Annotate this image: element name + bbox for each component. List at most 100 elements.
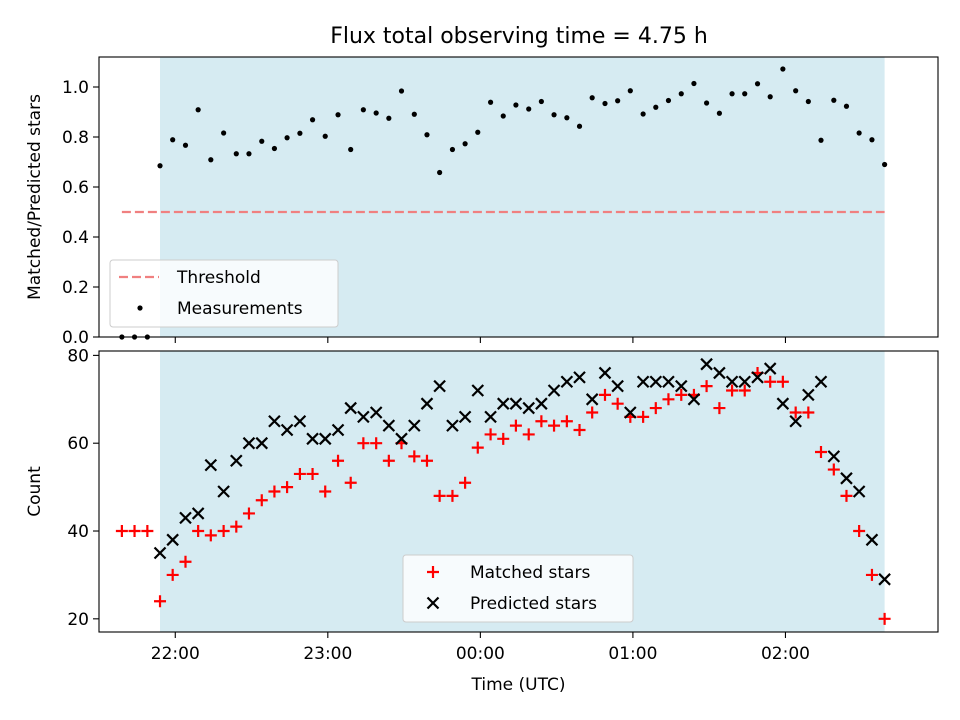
data-point — [852, 485, 866, 498]
data-point — [420, 397, 434, 410]
data-point — [649, 402, 662, 415]
y-tick-label: 0.2 — [62, 278, 89, 298]
data-point — [675, 388, 688, 401]
data-point — [551, 112, 557, 118]
data-point — [535, 397, 548, 410]
data-point — [763, 362, 777, 375]
data-point — [446, 489, 459, 502]
x-tick-label: 22:00 — [151, 644, 200, 664]
data-point — [357, 410, 370, 424]
data-point — [780, 66, 786, 72]
y-tick-label: 60 — [67, 434, 89, 454]
x-tick-label: 02:00 — [761, 644, 810, 664]
data-point — [458, 410, 472, 424]
data-point — [573, 371, 586, 384]
axes-frame — [98, 350, 939, 633]
data-point — [805, 98, 811, 105]
data-point — [471, 441, 484, 454]
data-point — [360, 107, 366, 113]
data-point — [382, 454, 395, 467]
data-point — [538, 98, 544, 105]
y-tick-label: 0.4 — [62, 228, 89, 248]
data-point — [462, 141, 468, 147]
data-point — [424, 132, 430, 138]
data-point — [382, 419, 396, 432]
data-point — [598, 366, 612, 380]
x-tick-label: 23:00 — [303, 644, 352, 664]
data-point — [446, 419, 459, 432]
data-point — [678, 91, 684, 97]
data-point — [827, 450, 841, 463]
y-tick-label: 80 — [67, 346, 89, 366]
data-point — [344, 401, 357, 415]
data-point — [208, 157, 214, 163]
data-point — [615, 98, 621, 104]
data-point — [221, 130, 227, 136]
data-point — [271, 145, 278, 152]
y-tick-label: 20 — [67, 610, 89, 630]
data-point — [484, 428, 497, 441]
data-point — [255, 494, 268, 507]
data-point — [713, 366, 726, 380]
x-tick-label: 00:00 — [456, 644, 505, 664]
data-point — [585, 393, 599, 406]
data-point — [713, 402, 726, 415]
data-point — [204, 458, 218, 472]
data-point — [449, 146, 456, 153]
legend-predicted-swatch — [426, 596, 440, 610]
data-point — [331, 423, 345, 437]
data-point — [814, 445, 827, 458]
data-point — [665, 97, 672, 104]
data-point — [789, 406, 802, 419]
data-point — [204, 529, 217, 542]
data-point — [306, 432, 319, 446]
data-point — [843, 103, 850, 109]
data-point — [433, 489, 446, 502]
data-point — [179, 511, 192, 525]
data-point — [576, 123, 583, 129]
data-point — [293, 467, 306, 480]
data-point — [280, 423, 294, 437]
data-point — [233, 151, 239, 157]
data-point — [370, 437, 383, 450]
data-point — [115, 525, 128, 538]
data-point — [653, 104, 659, 110]
data-point — [293, 414, 307, 428]
legend: Matched stars Predicted stars — [402, 554, 634, 623]
data-point — [611, 379, 624, 393]
data-point — [217, 485, 230, 498]
data-point — [662, 375, 675, 389]
data-point — [192, 525, 205, 538]
data-point — [573, 424, 586, 437]
data-point — [191, 507, 205, 520]
legend-matched-swatch — [427, 566, 439, 578]
data-point — [487, 99, 494, 105]
data-point — [284, 135, 290, 141]
data-point — [776, 375, 789, 388]
data-point — [853, 525, 866, 538]
data-point — [649, 375, 663, 389]
data-point — [522, 428, 535, 441]
data-point — [297, 130, 303, 136]
y-axis-label: Matched/Predicted stars — [25, 94, 45, 300]
data-point — [398, 88, 405, 94]
data-point — [831, 97, 837, 103]
data-point — [157, 163, 163, 169]
data-point — [764, 375, 777, 388]
data-point — [386, 115, 392, 121]
legend-measurements-swatch — [137, 305, 143, 311]
data-point — [141, 525, 154, 538]
y-tick-label: 0.6 — [62, 178, 89, 198]
data-point — [230, 454, 243, 468]
data-point — [627, 88, 633, 94]
data-point — [230, 520, 243, 533]
legend-label: Threshold — [176, 268, 261, 288]
x-tick-label: 01:00 — [608, 644, 657, 664]
data-point — [170, 137, 176, 143]
data-point — [496, 397, 510, 410]
data-point — [725, 375, 739, 389]
data-point — [560, 415, 573, 428]
data-point — [802, 388, 815, 402]
data-point — [309, 117, 316, 123]
